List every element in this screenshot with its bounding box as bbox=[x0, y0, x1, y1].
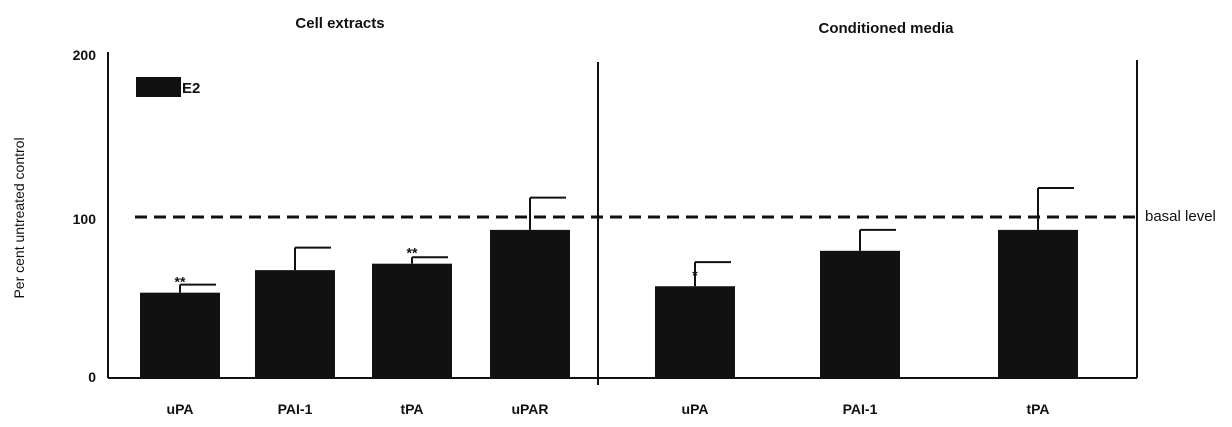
panel-title-conditioned-media: Conditioned media bbox=[819, 20, 955, 37]
y-tick-label-100: 100 bbox=[73, 211, 97, 227]
x-tick-label-p1-tpa: tPA bbox=[1026, 401, 1049, 417]
x-tick-label-p1-upa: uPA bbox=[682, 401, 709, 417]
bar-p0-pai1 bbox=[255, 270, 335, 378]
bar-p0-upar bbox=[490, 229, 570, 378]
y-axis-label: Per cent untreated control bbox=[11, 137, 27, 298]
x-tick-label-p0-upa: uPA bbox=[167, 401, 194, 417]
x-tick-label-p0-pai1: PAI-1 bbox=[278, 401, 313, 417]
y-tick-label-200: 200 bbox=[73, 47, 97, 63]
bar-p1-tpa bbox=[998, 229, 1078, 378]
legend-swatch bbox=[136, 77, 181, 97]
bars-group: ** uPA PAI-1 ** tPA uPAR * uPA PAI-1 tPA bbox=[140, 187, 1078, 417]
significance-p0-tpa: ** bbox=[407, 245, 418, 261]
bar-p1-upa bbox=[655, 286, 735, 378]
panel-title-cell-extracts: Cell extracts bbox=[295, 15, 384, 32]
basal-level-label: basal level bbox=[1145, 208, 1216, 225]
significance-p1-upa: * bbox=[692, 267, 698, 283]
bar-p0-upa bbox=[140, 292, 220, 378]
x-tick-label-p0-upar: uPAR bbox=[511, 401, 548, 417]
bar-p1-pai1 bbox=[820, 250, 900, 378]
x-tick-label-p0-tpa: tPA bbox=[400, 401, 423, 417]
x-tick-label-p1-pai1: PAI-1 bbox=[843, 401, 878, 417]
significance-p0-upa: ** bbox=[175, 274, 186, 290]
y-tick-label-0: 0 bbox=[88, 369, 96, 385]
legend-label-e2: E2 bbox=[182, 80, 200, 97]
bar-p0-tpa bbox=[372, 263, 452, 378]
